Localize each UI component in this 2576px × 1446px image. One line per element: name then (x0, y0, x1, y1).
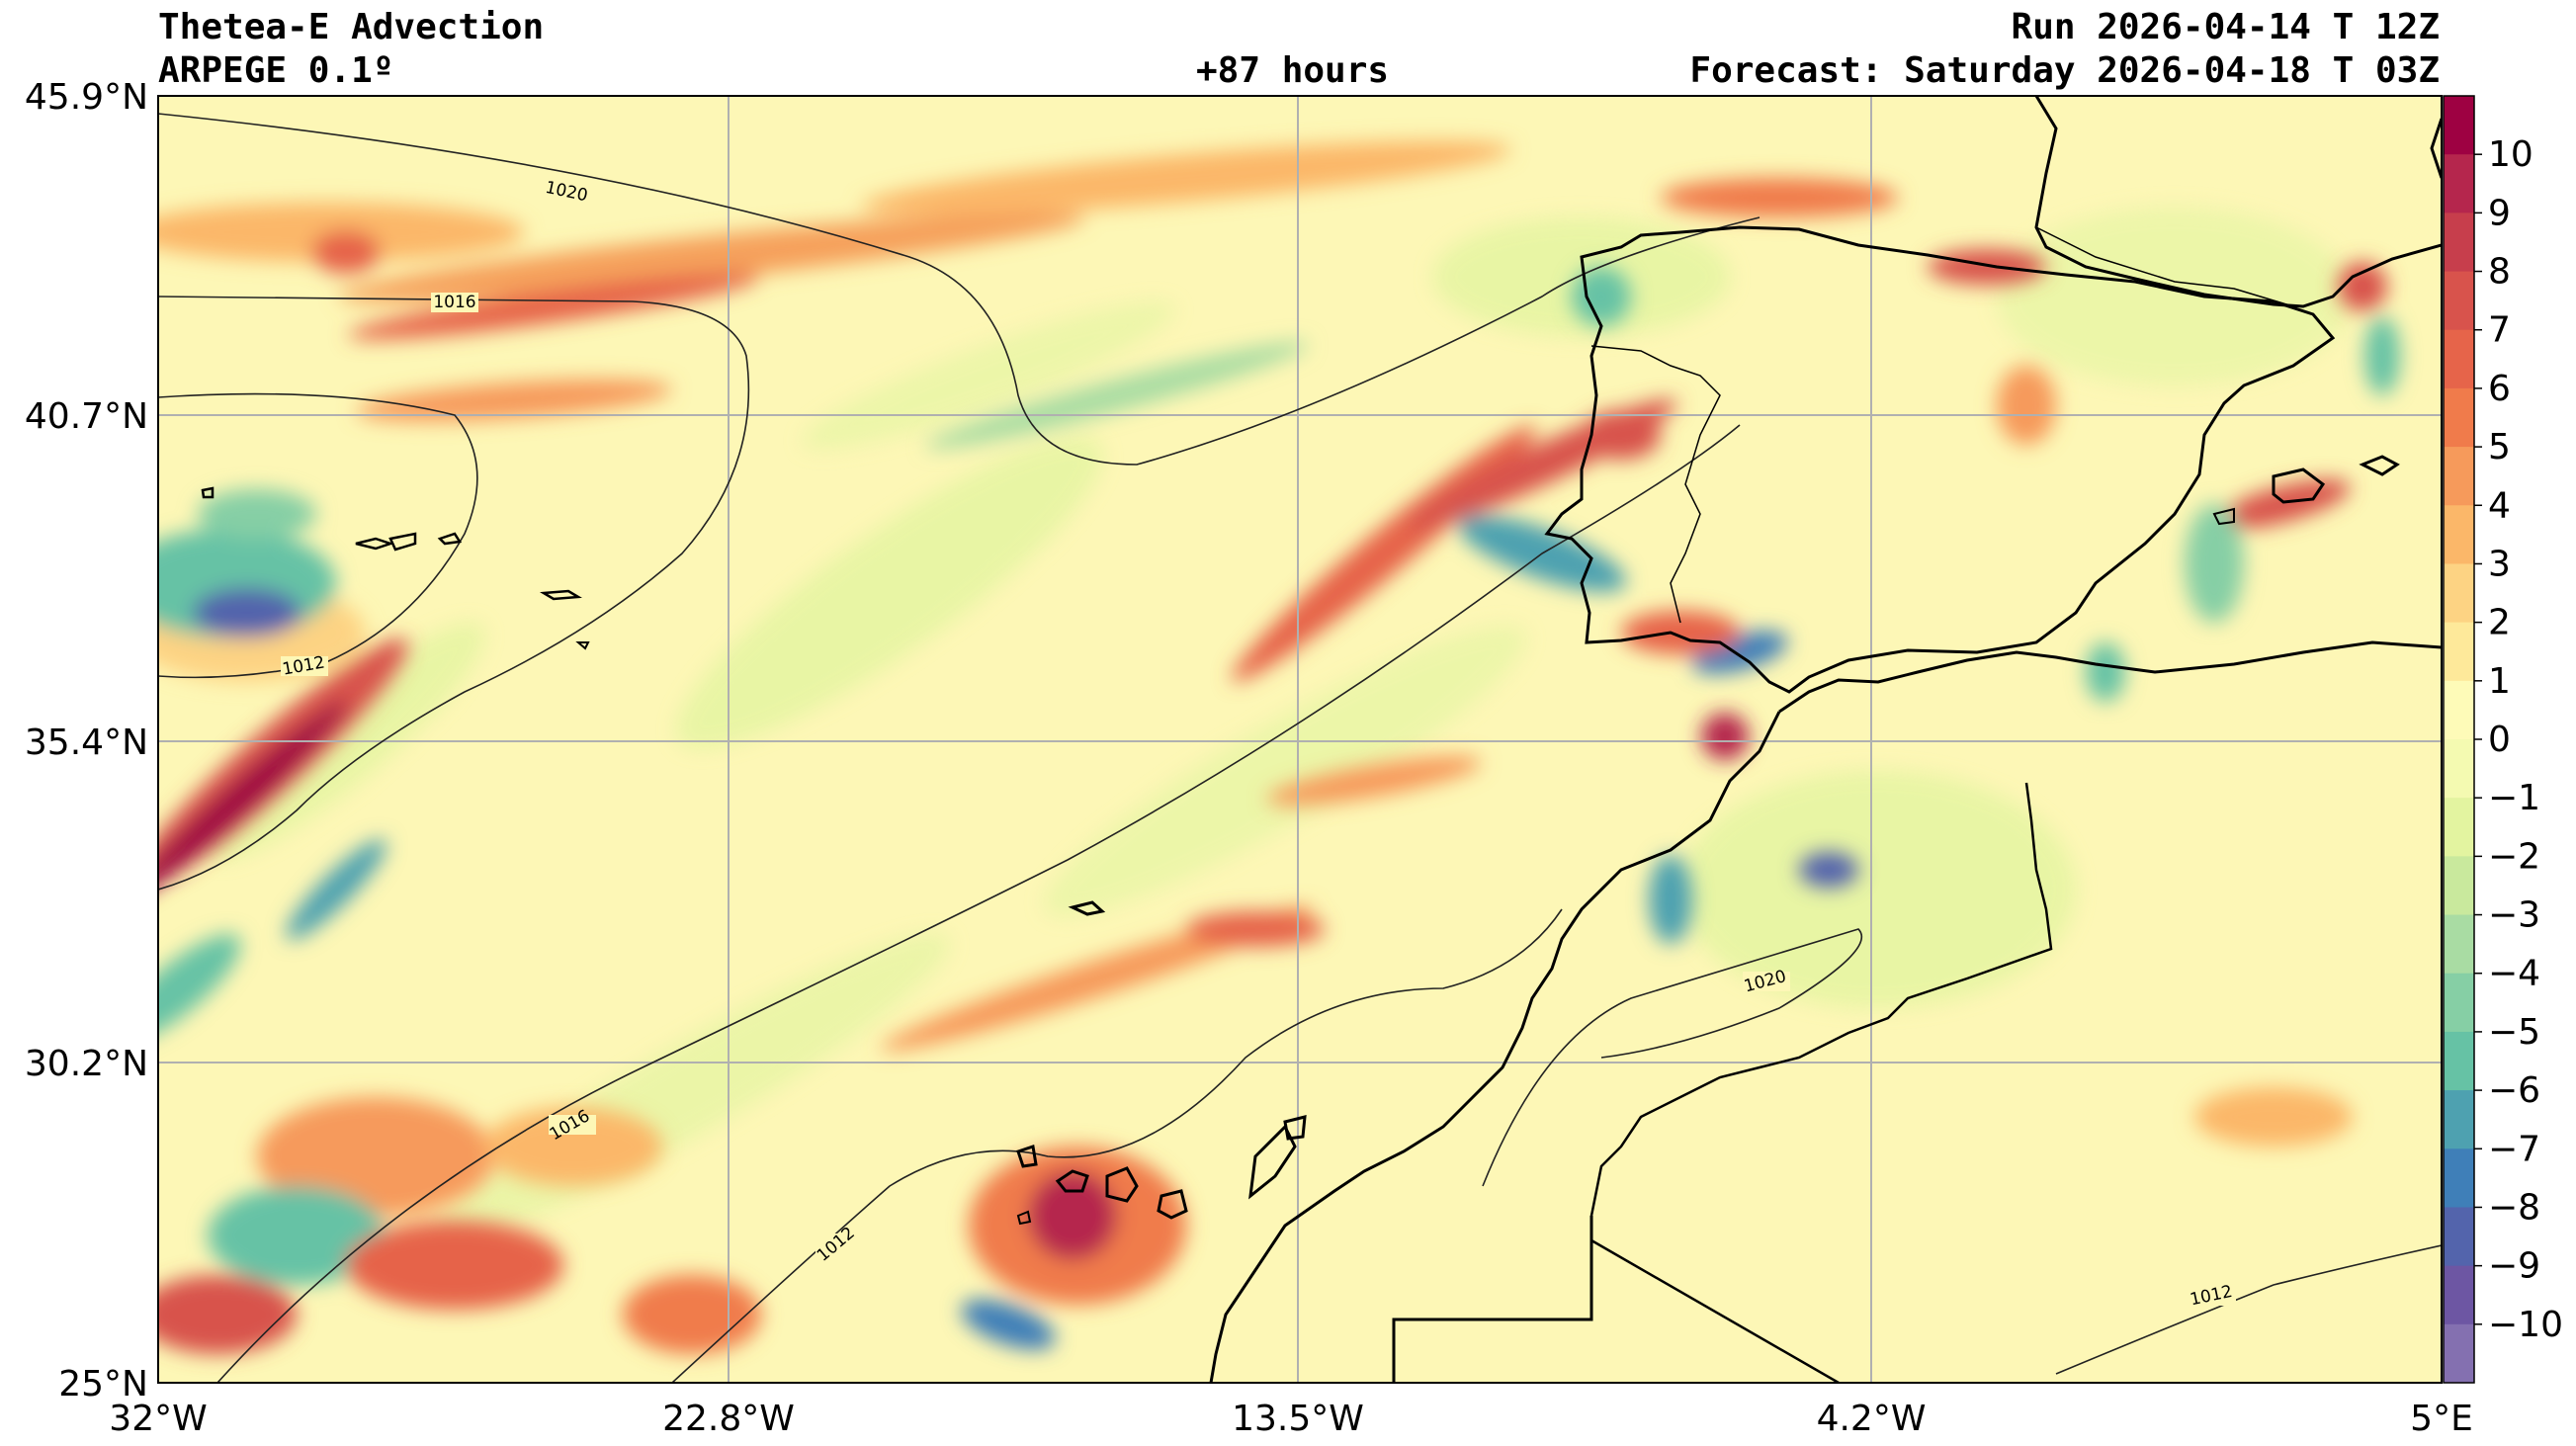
colorbar-tick-label: −1 (2488, 778, 2540, 818)
colorbar-tick-label: −2 (2488, 836, 2540, 877)
lead-time-label: +87 hours (1196, 50, 1390, 91)
colorbar-tick-label: 7 (2488, 310, 2511, 351)
colorbar-swatch (2444, 856, 2474, 916)
colorbar-tick-label: 9 (2488, 193, 2511, 233)
chart-title: Thetea-E Advection (158, 7, 545, 47)
colorbar-swatch (2444, 739, 2474, 799)
coastlines (201, 96, 2442, 1383)
lon-label: 4.2°W (1817, 1399, 1927, 1439)
lat-label: 35.4°N (25, 723, 148, 763)
lat-label: 40.7°N (25, 396, 148, 437)
colorbar-swatch (2444, 1323, 2474, 1384)
map-frame (157, 95, 2443, 1384)
colorbar-swatch (2444, 1207, 2474, 1267)
colorbar-tick-label: −5 (2488, 1012, 2540, 1053)
graticule (158, 96, 2442, 1383)
colorbar-swatch (2444, 914, 2474, 975)
colorbar-swatch (2444, 447, 2474, 506)
axis-labels: 45.9°N 40.7°N 35.4°N 30.2°N 25°N 32°W 22… (25, 77, 2473, 1439)
isobar-label: 1016 (433, 293, 475, 312)
colorbar-tick-label: 5 (2488, 427, 2511, 468)
colorbar-tick-label: 8 (2488, 252, 2511, 293)
colorbar-tick-label: 3 (2488, 544, 2511, 584)
colorbar-swatch (2444, 387, 2474, 448)
colorbar-swatch (2444, 798, 2474, 857)
colorbar-tick-label: −6 (2488, 1070, 2540, 1111)
colorbar-tick-label: −10 (2488, 1305, 2563, 1345)
colorbar-swatch (2444, 1031, 2474, 1091)
colorbar-tick-label: 10 (2488, 134, 2533, 175)
colorbar-tick-label: 6 (2488, 369, 2511, 409)
lon-label: 22.8°W (662, 1399, 795, 1439)
colorbar-swatch (2444, 271, 2474, 331)
colorbar-tick-label: −9 (2488, 1246, 2540, 1287)
colorbar-tick-label: 4 (2488, 485, 2511, 526)
colorbar-swatch (2444, 563, 2474, 624)
isobar-lines (158, 113, 2442, 1383)
colorbar-swatch (2444, 1090, 2474, 1149)
colorbar-tick-label: −7 (2488, 1129, 2540, 1169)
lon-label: 32°W (109, 1399, 207, 1439)
colorbar-tick-label: 2 (2488, 603, 2511, 643)
lat-label: 45.9°N (25, 77, 148, 118)
colorbar-tick-label: −8 (2488, 1187, 2540, 1228)
colorbar-swatch (2444, 329, 2474, 389)
lon-label: 13.5°W (1232, 1399, 1364, 1439)
model-label: ARPEGE 0.1º (158, 50, 394, 91)
lat-label: 25°N (58, 1364, 148, 1404)
colorbar-swatch (2444, 973, 2474, 1033)
colorbar-swatch (2444, 622, 2474, 682)
advection-field (158, 96, 2442, 1383)
colorbar-tick-label: 0 (2488, 720, 2511, 760)
colorbar-swatch (2444, 680, 2474, 740)
colorbar-tick-label: −4 (2488, 954, 2540, 994)
colorbar-swatch (2444, 1148, 2474, 1208)
colorbar-tick-label: 1 (2488, 661, 2511, 702)
colorbar-swatch (2444, 1265, 2474, 1325)
colorbar-swatch (2444, 213, 2474, 273)
colorbar-swatch (2444, 505, 2474, 564)
colorbar-swatch (2444, 154, 2474, 213)
run-time-label: Run 2026-04-14 T 12Z (2011, 7, 2440, 47)
lat-label: 30.2°N (25, 1044, 148, 1084)
lon-label: 5°E (2410, 1399, 2473, 1439)
colorbar-tick-label: −3 (2488, 895, 2540, 936)
colorbar-swatch (2444, 96, 2474, 155)
forecast-time-label: Forecast: Saturday 2026-04-18 T 03Z (1689, 50, 2440, 91)
